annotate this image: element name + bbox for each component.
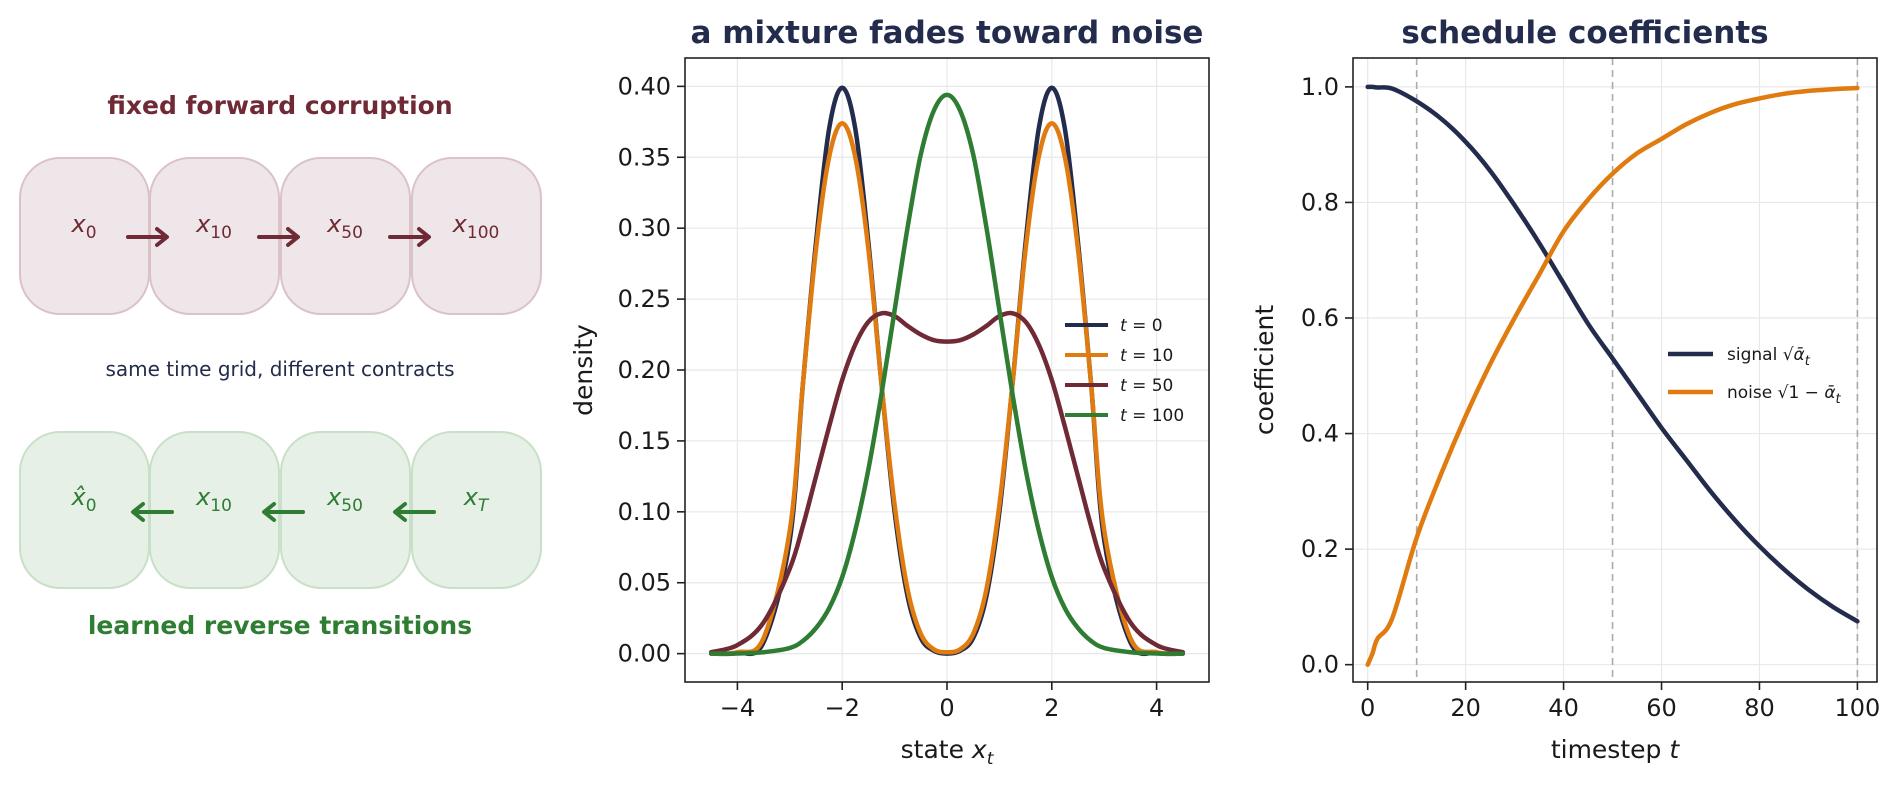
chart-schedule-vlines [1415, 58, 1859, 682]
legend-label-noise: noise √1 − ᾱt [1727, 383, 1842, 407]
y-tick-label-7: 0.35 [618, 143, 671, 171]
reverse-arrow-3 [393, 502, 436, 522]
legend-label-t10: t = 10 [1120, 346, 1173, 366]
series-line-3 [708, 92, 1186, 656]
series-line-0 [1365, 84, 1860, 624]
forward-arrow-2 [257, 227, 300, 247]
chart-schedule-ticks: 0 20 40 60 80 100 0.0 0.2 0.4 0.6 0.8 1.0 [1301, 73, 1880, 722]
chart-density: a mixture fades toward noise −4 −2 0 2 4 0.00… [569, 15, 1210, 769]
y-tick-label-2: 0.10 [618, 498, 671, 526]
series-line-1 [1365, 85, 1860, 667]
x-tick-label-5: 100 [1835, 694, 1881, 722]
chart-schedule-series [1365, 84, 1860, 667]
chart-density-xlabel: state xt [901, 735, 995, 769]
x-tick-label-1: −2 [825, 694, 860, 722]
y-tick-label-4: 0.20 [618, 356, 671, 384]
y-tick-label-3: 0.6 [1301, 304, 1339, 332]
y-tick-label-5: 0.25 [618, 285, 671, 313]
x-tick-label-0: −4 [720, 694, 755, 722]
reverse-arrow-2 [262, 502, 305, 522]
legend-label-t100: t = 100 [1120, 406, 1184, 426]
y-tick-label-4: 0.8 [1301, 188, 1339, 216]
forward-arrow-3 [388, 227, 431, 247]
forward-chain: x0 x10 x50 x100 [19, 157, 542, 315]
x-tick-label-3: 60 [1646, 694, 1677, 722]
x-tick-label-0: 0 [1360, 694, 1375, 722]
legend-label-t0: t = 0 [1120, 316, 1163, 336]
chart-schedule-grid [1353, 58, 1877, 682]
x-tick-label-4: 80 [1744, 694, 1775, 722]
chart-schedule-ylabel: coefficient [1250, 305, 1279, 436]
y-tick-label-8: 0.40 [618, 72, 671, 100]
chart-schedule-title: schedule coefficients [1401, 15, 1768, 51]
x-tick-label-4: 4 [1149, 694, 1164, 722]
legend-label-t50: t = 50 [1120, 376, 1173, 396]
chart-schedule-frame [1352, 57, 1878, 683]
chart-schedule-legend: signal √ᾱt noise √1 − ᾱt [1668, 345, 1842, 407]
y-tick-label-1: 0.05 [618, 569, 671, 597]
chart-schedule: schedule coefficients 0 20 40 60 80 100 0.0 0.2… [1250, 15, 1880, 764]
x-tick-label-1: 20 [1450, 694, 1481, 722]
forward-arrow-1 [126, 227, 169, 247]
y-tick-label-0: 0.00 [618, 640, 671, 668]
chart-density-grid [685, 58, 1209, 682]
y-tick-label-3: 0.15 [618, 427, 671, 455]
y-tick-label-6: 0.30 [618, 214, 671, 242]
series-line-2 [708, 310, 1186, 655]
chart-density-title: a mixture fades toward noise [691, 15, 1204, 51]
reverse-chain: x̂0 x10 x50 xT [19, 431, 542, 589]
chart-density-ticks: −4 −2 0 2 4 0.00 0.05 0.10 0.15 0.20 0.25 0.30 0.35 0… [618, 72, 1165, 722]
reverse-node-xT-label: xT [463, 483, 490, 516]
middle-caption: same time grid, different contracts [105, 357, 454, 381]
reverse-title: learned reverse transitions [88, 611, 472, 640]
x-tick-label-2: 40 [1548, 694, 1579, 722]
reverse-arrow-1 [131, 502, 174, 522]
y-tick-label-5: 1.0 [1301, 73, 1339, 101]
y-tick-label-0: 0.0 [1301, 651, 1339, 679]
y-tick-label-1: 0.2 [1301, 535, 1339, 563]
x-tick-label-2: 0 [939, 694, 954, 722]
chart-schedule-xlabel: timestep t [1551, 735, 1681, 764]
chart-density-series [708, 85, 1186, 657]
x-tick-label-3: 2 [1044, 694, 1059, 722]
diagram-panel: fixed forward corruption x0 x10 x50 x100… [19, 91, 542, 640]
y-tick-label-2: 0.4 [1301, 420, 1339, 448]
legend-label-signal: signal √ᾱt [1727, 345, 1811, 369]
series-line-1 [708, 120, 1186, 657]
chart-density-legend: t = 0 t = 10 t = 50 t = 100 [1065, 316, 1184, 426]
forward-title: fixed forward corruption [107, 91, 452, 120]
chart-density-ylabel: density [569, 324, 598, 416]
forward-node-x0-label: x0 [70, 210, 96, 243]
